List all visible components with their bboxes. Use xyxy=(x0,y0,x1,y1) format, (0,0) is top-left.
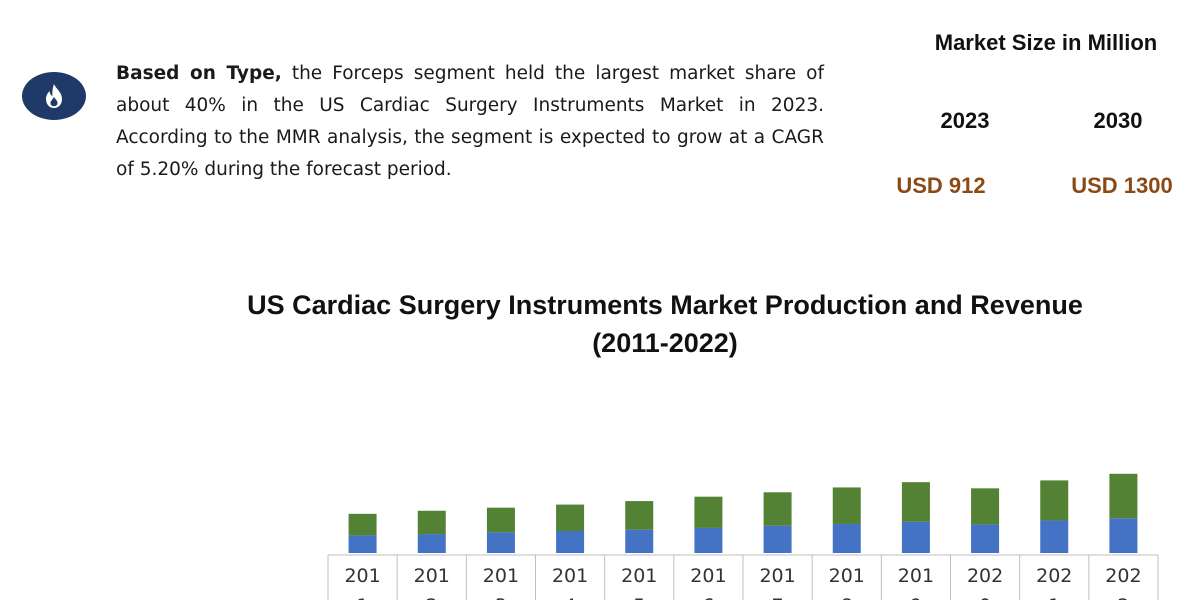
bar-series2-11 xyxy=(1040,480,1069,521)
fire-icon xyxy=(46,84,62,108)
bar-series1-11 xyxy=(1040,520,1069,553)
bar-series1-6 xyxy=(694,527,723,553)
x-tick-label: 3 xyxy=(495,595,507,600)
market-value-2030: USD 1300 xyxy=(1071,173,1173,198)
segment-description: Based on Type, the Forceps segment held … xyxy=(116,58,824,186)
bar-series2-3 xyxy=(486,507,515,533)
x-tick-label: 1 xyxy=(357,595,369,600)
x-tick-label: 201 xyxy=(414,565,450,587)
x-tick-label: 201 xyxy=(759,565,795,587)
x-tick-label: 5 xyxy=(633,595,645,600)
bar-series1-3 xyxy=(486,532,515,553)
market-size-title: Market Size in Million xyxy=(934,30,1158,55)
bar-series2-6 xyxy=(694,496,723,528)
market-year-2030: 2030 xyxy=(1093,108,1143,133)
bar-series1-4 xyxy=(556,531,585,553)
bar-series2-10 xyxy=(971,488,1000,525)
chart-title-line2: (2011-2022) xyxy=(592,328,738,358)
bar-series2-7 xyxy=(763,492,792,526)
bar-series2-12 xyxy=(1109,473,1138,519)
bar-series1-1 xyxy=(348,535,377,553)
bar-series2-5 xyxy=(625,501,654,530)
chart-title: US Cardiac Surgery Instruments Market Pr… xyxy=(190,286,1140,362)
x-tick-label: 2 xyxy=(1117,595,1129,600)
x-tick-label: 8 xyxy=(841,595,853,600)
bar-series1-8 xyxy=(832,523,861,553)
x-tick-label: 0 xyxy=(979,595,991,600)
x-tick-label: 6 xyxy=(702,595,714,600)
bar-series1-2 xyxy=(417,534,446,553)
fire-icon-badge xyxy=(22,72,86,120)
bar-series2-9 xyxy=(901,482,930,522)
bar-series2-2 xyxy=(417,510,446,535)
x-tick-label: 4 xyxy=(564,595,576,600)
x-tick-label: 202 xyxy=(967,565,1003,587)
x-tick-label: 2 xyxy=(426,595,438,600)
x-tick-label: 201 xyxy=(483,565,519,587)
x-tick-label: 9 xyxy=(910,595,922,600)
x-tick-label: 1 xyxy=(1048,595,1060,600)
bar-series1-5 xyxy=(625,529,654,553)
description-lead: Based on Type, xyxy=(116,63,282,84)
bar-series1-10 xyxy=(971,524,1000,553)
x-tick-label: 201 xyxy=(621,565,657,587)
x-tick-label: 201 xyxy=(344,565,380,587)
description-text: the Forceps segment held the largest mar… xyxy=(116,63,824,180)
bar-series2-8 xyxy=(832,487,861,524)
bar-series1-9 xyxy=(901,521,930,553)
bar-series2-4 xyxy=(556,504,585,531)
bar-series1-7 xyxy=(763,525,792,553)
x-tick-label: 7 xyxy=(772,595,784,600)
market-year-2023: 2023 xyxy=(940,108,990,133)
x-tick-label: 201 xyxy=(829,565,865,587)
bar-series2-1 xyxy=(348,513,377,536)
bar-series1-12 xyxy=(1109,518,1138,553)
chart-title-line1: US Cardiac Surgery Instruments Market Pr… xyxy=(247,290,1083,320)
market-value-2023: USD 912 xyxy=(896,173,986,198)
x-tick-label: 201 xyxy=(552,565,588,587)
x-tick-label: 201 xyxy=(690,565,726,587)
x-tick-label: 202 xyxy=(1105,565,1141,587)
x-tick-label: 201 xyxy=(898,565,934,587)
x-tick-label: 202 xyxy=(1036,565,1072,587)
